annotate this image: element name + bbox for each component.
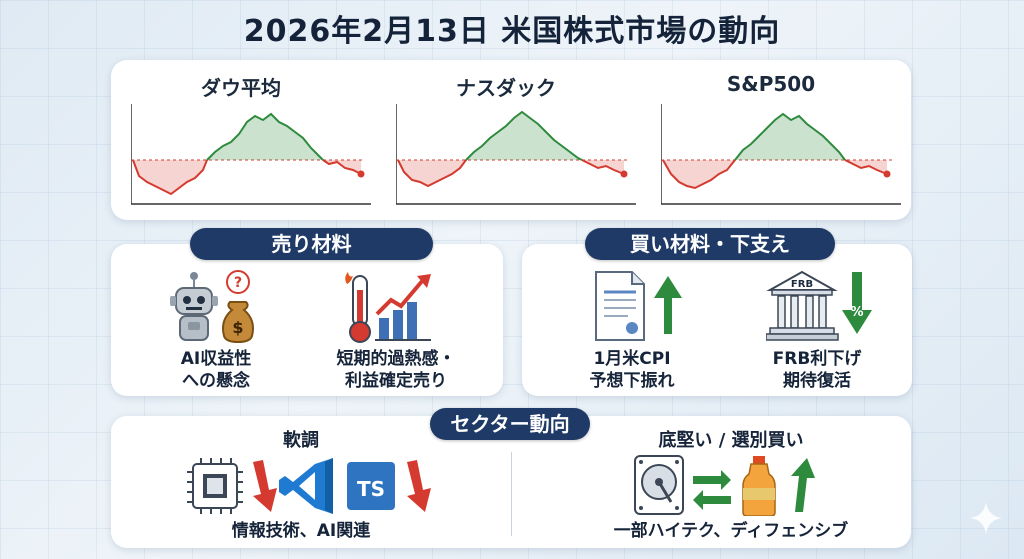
nasdaq-end-point bbox=[620, 170, 628, 178]
dow-end-point bbox=[357, 170, 365, 178]
sell-caption-overheat-line1: 短期的過熱感・ bbox=[336, 349, 456, 369]
market-label-dow: ダウ平均 bbox=[201, 76, 281, 100]
buy-factors-panel: 1月米CPI 予想下振れ FRB % FRB利下げ 期待復活 bbox=[522, 244, 912, 396]
dow-down-area bbox=[133, 160, 207, 194]
markets-panel: ダウ平均 ナスダック S&P500 bbox=[111, 60, 911, 220]
sp500-end-point bbox=[883, 170, 891, 178]
sp500-up-area bbox=[735, 114, 845, 160]
buy-caption-frb-line2: 期待復活 bbox=[783, 371, 851, 391]
nasdaq-chart bbox=[396, 104, 636, 205]
sp500-chart bbox=[661, 104, 901, 205]
thermometer-chart-icon bbox=[345, 272, 431, 343]
firm-sector-icons bbox=[634, 455, 815, 516]
down-arrow-icon-2 bbox=[407, 460, 431, 512]
percent-badge: % bbox=[850, 305, 863, 320]
bank-down-icon: FRB % bbox=[766, 270, 872, 341]
sell-caption-ai-line2: への懸念 bbox=[182, 371, 250, 391]
buy-caption-frb: FRB利下げ 期待復活 bbox=[732, 348, 902, 392]
hard-drive-icon bbox=[634, 455, 684, 515]
typescript-icon: TS bbox=[347, 462, 395, 510]
buy-caption-cpi-line1: 1月米CPI bbox=[593, 349, 671, 369]
dow-line-up bbox=[206, 112, 324, 161]
sell-caption-ai-line1: AI収益性 bbox=[180, 349, 252, 369]
buy-factors-heading: 買い材料・下支え bbox=[585, 228, 835, 260]
dow-up-area bbox=[207, 114, 323, 160]
sector-panel: 軟調 底堅い / 選別買い TS 情報技 bbox=[111, 416, 911, 548]
svg-text:?: ? bbox=[234, 275, 242, 291]
sparkle-icon bbox=[970, 502, 1002, 534]
nasdaq-line-down bbox=[397, 159, 467, 188]
buy-caption-cpi: 1月米CPI 予想下振れ bbox=[552, 348, 712, 392]
market-label-sp500: S&P500 bbox=[726, 72, 816, 96]
up-arrow-icon bbox=[791, 458, 815, 512]
sector-weak-caption: 情報技術、AI関連 bbox=[231, 521, 371, 541]
sp500-line-down-2 bbox=[844, 159, 888, 175]
down-arrow-icon-1 bbox=[253, 460, 277, 512]
nasdaq-line-down-2 bbox=[581, 159, 625, 175]
page-title: 2026年2月13日 米国株式市場の動向 bbox=[243, 14, 781, 49]
exchange-arrows-icon bbox=[693, 470, 731, 510]
buy-caption-frb-line1: FRB利下げ bbox=[772, 349, 862, 369]
market-label-nasdaq: ナスダック bbox=[456, 76, 556, 100]
nasdaq-up-area bbox=[466, 112, 582, 160]
dow-chart bbox=[131, 104, 371, 205]
chip-icon bbox=[187, 458, 243, 514]
sector-weak-heading: 軟調 bbox=[283, 430, 319, 451]
buy-caption-cpi-line2: 予想下振れ bbox=[589, 371, 675, 391]
dow-line-down-2 bbox=[322, 159, 362, 175]
document-up-icon bbox=[595, 271, 682, 341]
vscode-icon bbox=[279, 458, 333, 514]
typescript-label: TS bbox=[357, 477, 385, 501]
nasdaq-line-up bbox=[465, 110, 583, 161]
sector-heading: セクター動向 bbox=[430, 408, 590, 440]
sell-caption-ai: AI収益性 への懸念 bbox=[131, 348, 301, 392]
sp500-line-down bbox=[662, 159, 736, 190]
nasdaq-down-area bbox=[398, 160, 466, 186]
sector-firm-caption: 一部ハイテク、ディフェンシブ bbox=[613, 521, 849, 541]
sp500-line-up bbox=[734, 112, 846, 161]
bottle-icon bbox=[742, 456, 776, 516]
dow-line-down bbox=[132, 159, 208, 196]
sector-firm-heading: 底堅い / 選別買い bbox=[658, 430, 804, 451]
robot-money-icon: ? $ bbox=[170, 270, 254, 344]
sell-factors-panel: ? $ AI収益性 への懸念 短期的過熱感・ 利益確定売り bbox=[111, 244, 503, 396]
svg-text:$: $ bbox=[232, 318, 243, 337]
sp500-down-area bbox=[663, 160, 735, 188]
bank-label: FRB bbox=[791, 279, 813, 290]
sell-factors-heading: 売り材料 bbox=[190, 228, 433, 260]
sector-divider bbox=[511, 452, 512, 536]
sell-caption-overheat-line2: 利益確定売り bbox=[345, 371, 447, 391]
weak-sector-icons: TS bbox=[187, 458, 431, 514]
sell-caption-overheat: 短期的過熱感・ 利益確定売り bbox=[301, 348, 491, 392]
